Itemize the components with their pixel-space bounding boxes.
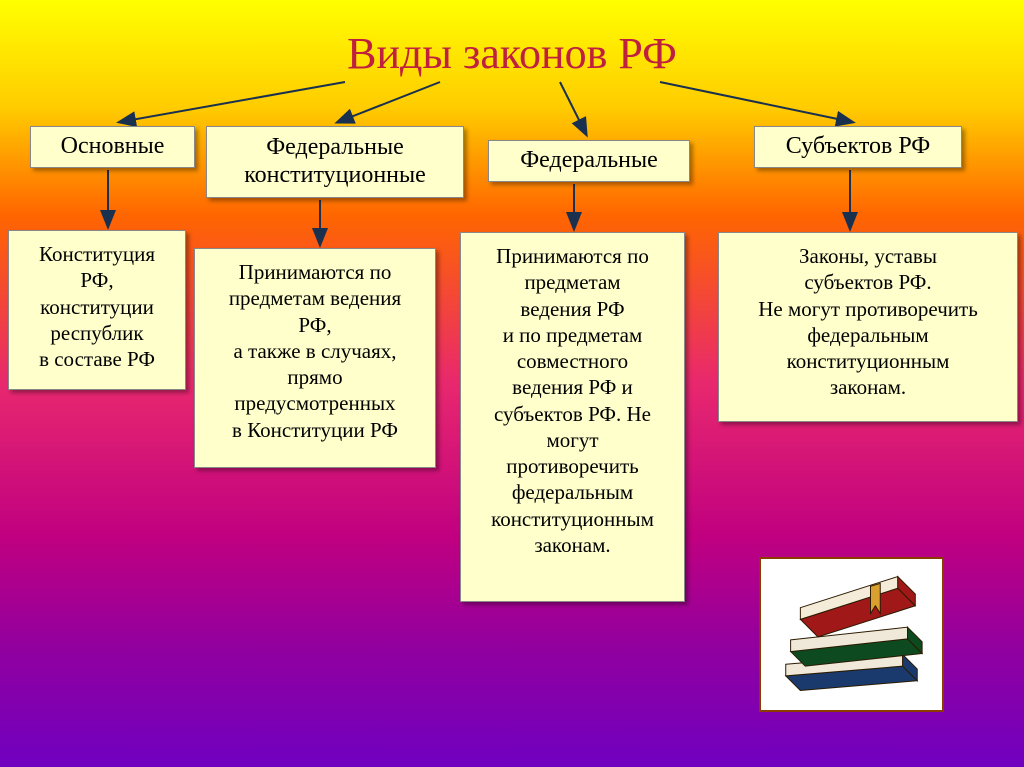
category-header-1: Федеральные конституционные [206, 126, 464, 198]
category-header-3: Субъектов РФ [754, 126, 962, 168]
category-header-2: Федеральные [488, 140, 690, 182]
books-illustration [759, 557, 944, 712]
description-box-0: Конституция РФ, конституции республик в … [8, 230, 186, 390]
description-box-1: Принимаются по предметам ведения РФ, а т… [194, 248, 436, 468]
category-header-0: Основные [30, 126, 195, 168]
description-box-2: Принимаются по предметам ведения РФ и по… [460, 232, 685, 602]
description-box-3: Законы, уставы субъектов РФ. Не могут пр… [718, 232, 1018, 422]
page-title: Виды законов РФ [0, 0, 1024, 79]
